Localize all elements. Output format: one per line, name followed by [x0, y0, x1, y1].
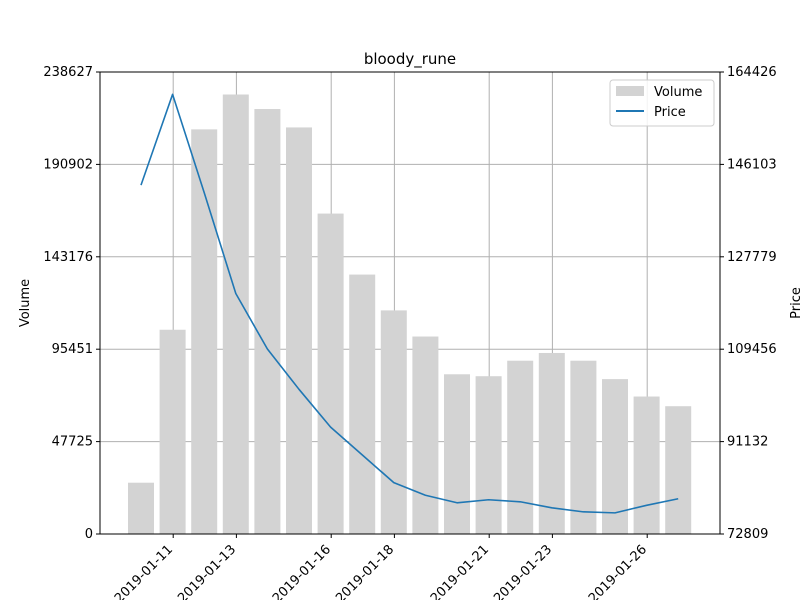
left-axis: 0 47725 95451 143176 190902 238627 [43, 65, 100, 542]
x-tick-label: 2019-01-21 [428, 542, 492, 600]
volume-bar [222, 94, 249, 535]
volume-bar [349, 274, 376, 534]
price-line-group [140, 93, 679, 514]
right-tick-label: 109456 [727, 342, 777, 357]
volume-bar [633, 396, 660, 534]
x-tick-label: 2019-01-26 [586, 542, 650, 600]
x-tick-label: 2019-01-23 [491, 542, 555, 600]
right-tick-label: 146103 [727, 157, 777, 172]
x-tick-label: 2019-01-11 [112, 542, 176, 600]
legend-volume-swatch [616, 86, 644, 96]
x-tick-label: 2019-01-13 [175, 542, 239, 600]
volume-bar [191, 129, 218, 535]
volume-bar [665, 406, 692, 534]
left-tick-label: 0 [85, 527, 93, 542]
plot-frame [99, 71, 721, 535]
x-tick-label: 2019-01-16 [270, 542, 334, 600]
volume-bar [570, 360, 597, 534]
left-axis-label: Volume [18, 279, 33, 327]
right-axis: 72809 91132 109456 127779 146103 164426 [720, 65, 777, 542]
left-tick-label: 95451 [52, 342, 93, 357]
volume-bar [286, 127, 312, 535]
volume-bar [412, 336, 439, 534]
chart-title: bloody_rune [364, 50, 456, 69]
volume-bar [507, 360, 534, 534]
x-tick-label: 2019-01-18 [333, 542, 397, 600]
right-tick-label: 72809 [727, 527, 768, 542]
volume-bar [159, 329, 186, 534]
right-tick-label: 127779 [727, 250, 777, 265]
right-tick-label: 91132 [727, 435, 768, 450]
right-axis-label: Price [789, 287, 800, 319]
left-tick-label: 190902 [43, 157, 93, 172]
volume-bars [128, 94, 692, 535]
volume-bar [602, 379, 628, 534]
price-line [140, 93, 679, 514]
volume-bar [538, 352, 565, 534]
x-axis: 2019-01-11 2019-01-13 2019-01-16 2019-01-18… [112, 534, 650, 600]
left-tick-label: 47725 [52, 435, 93, 450]
legend-price-label: Price [654, 105, 686, 120]
left-tick-label: 238627 [43, 65, 93, 80]
volume-bar [475, 376, 502, 534]
volume-bar [380, 310, 407, 534]
volume-bar [128, 482, 154, 534]
right-tick-label: 164426 [727, 65, 777, 80]
legend-volume-label: Volume [654, 85, 702, 100]
volume-bar [317, 213, 344, 535]
volume-bar [444, 374, 470, 534]
volume-bar [254, 109, 281, 535]
legend: Volume Price [609, 79, 715, 127]
left-tick-label: 143176 [43, 250, 93, 265]
